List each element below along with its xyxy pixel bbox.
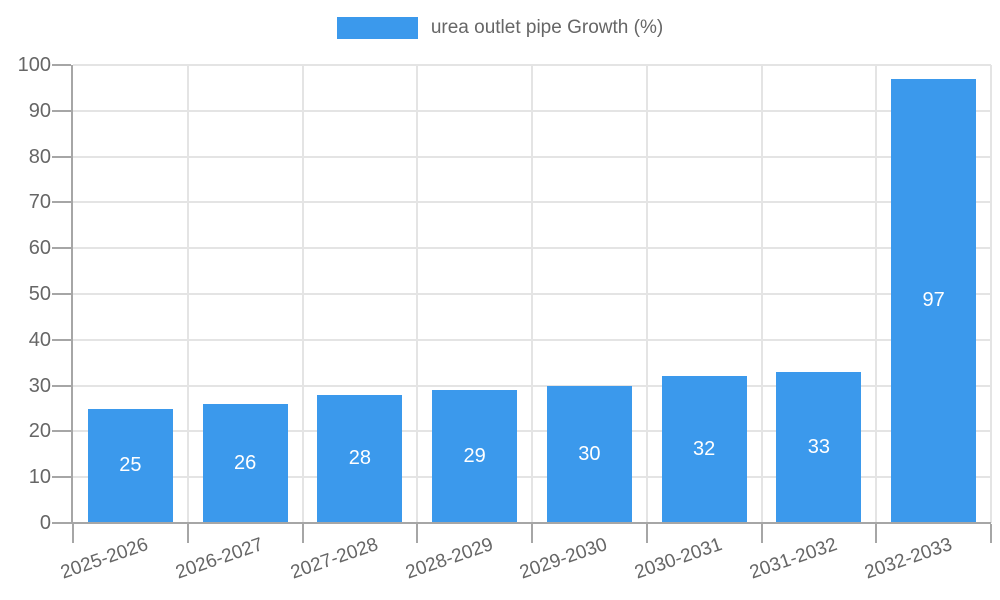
bar[interactable]: 33 bbox=[776, 371, 862, 523]
x-gridline bbox=[875, 65, 878, 523]
x-tick bbox=[990, 524, 992, 543]
y-tick bbox=[52, 293, 71, 295]
bar-value-label: 25 bbox=[119, 454, 142, 477]
bar[interactable]: 26 bbox=[202, 403, 288, 523]
y-tick-label: 60 bbox=[28, 237, 51, 260]
bar[interactable]: 29 bbox=[432, 390, 518, 523]
y-tick-label: 90 bbox=[28, 99, 51, 122]
y-tick bbox=[52, 247, 71, 250]
y-tick-label: 100 bbox=[17, 54, 51, 76]
y-axis-line bbox=[71, 65, 73, 523]
bar-value-label: 26 bbox=[234, 451, 257, 474]
x-gridline bbox=[416, 65, 419, 523]
y-tick-label: 20 bbox=[28, 420, 51, 443]
x-gridline bbox=[186, 65, 189, 523]
bar-value-label: 28 bbox=[348, 447, 371, 470]
x-tick bbox=[186, 524, 189, 543]
y-tick-label: 30 bbox=[28, 374, 51, 397]
bar[interactable]: 30 bbox=[546, 385, 632, 523]
y-tick bbox=[52, 155, 71, 158]
bar-value-label: 32 bbox=[693, 438, 716, 461]
x-gridline bbox=[301, 65, 304, 523]
x-tick bbox=[416, 524, 419, 543]
y-tick bbox=[52, 338, 71, 341]
y-tick bbox=[52, 476, 71, 479]
y-tick-label: 50 bbox=[28, 283, 51, 305]
x-axis-line bbox=[71, 522, 991, 524]
x-gridline bbox=[760, 65, 763, 523]
chart-legend: urea outlet pipe Growth (%) bbox=[0, 17, 1000, 39]
y-tick bbox=[52, 522, 71, 524]
x-gridline bbox=[990, 65, 992, 523]
bar[interactable]: 97 bbox=[891, 78, 977, 523]
legend-item[interactable]: urea outlet pipe Growth (%) bbox=[336, 17, 664, 39]
x-tick bbox=[531, 524, 533, 543]
x-gridline bbox=[531, 65, 533, 523]
y-tick bbox=[52, 64, 71, 66]
bar[interactable]: 25 bbox=[87, 408, 173, 523]
y-tick-label: 40 bbox=[28, 328, 51, 351]
legend-series-label: urea outlet pipe Growth (%) bbox=[430, 17, 664, 38]
bar-value-label: 29 bbox=[463, 445, 486, 468]
x-tick bbox=[760, 524, 763, 543]
y-tick-label: 70 bbox=[28, 191, 51, 214]
y-tick-label: 0 bbox=[39, 512, 51, 534]
y-tick-label: 10 bbox=[28, 466, 51, 489]
x-tick bbox=[72, 524, 74, 543]
y-tick bbox=[52, 109, 71, 112]
bar-value-label: 33 bbox=[807, 435, 830, 458]
bar-value-label: 30 bbox=[578, 442, 601, 465]
x-tick bbox=[875, 524, 878, 543]
bar[interactable]: 32 bbox=[661, 376, 747, 523]
bar[interactable]: 28 bbox=[317, 394, 403, 523]
x-tick bbox=[301, 524, 304, 543]
bar-value-label: 97 bbox=[922, 289, 945, 312]
x-gridline bbox=[645, 65, 648, 523]
legend-color-swatch bbox=[336, 17, 418, 39]
y-tick bbox=[52, 201, 71, 204]
y-tick bbox=[52, 430, 71, 433]
y-tick bbox=[52, 384, 71, 387]
y-tick-label: 80 bbox=[28, 145, 51, 168]
x-tick bbox=[645, 524, 648, 543]
